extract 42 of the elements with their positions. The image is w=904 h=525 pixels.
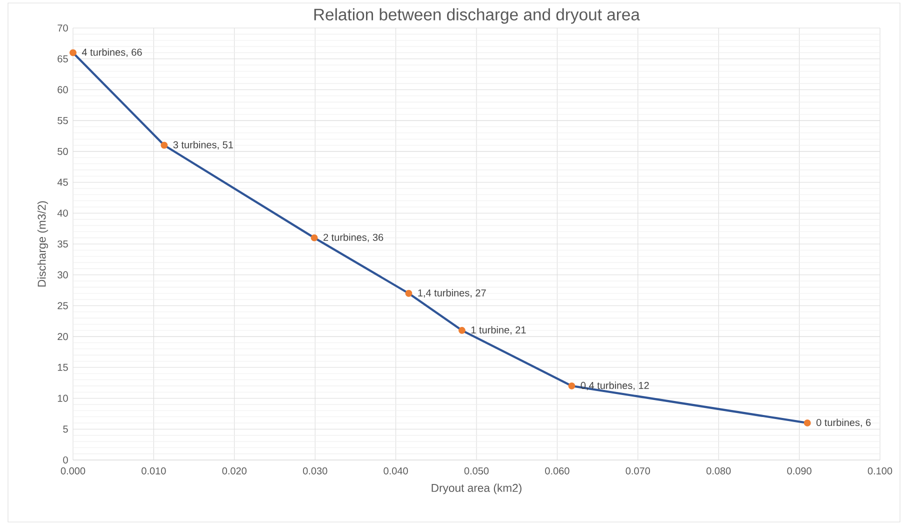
- point: [70, 49, 76, 56]
- data-label: 2 turbines, 36: [324, 234, 384, 242]
- y-tick-label: 55: [58, 117, 68, 124]
- data-label: 0 turbines, 6: [816, 418, 871, 428]
- y-tick-label: 70: [58, 24, 68, 32]
- y-tick-label: 65: [58, 55, 68, 62]
- chart-title: Relation between discharge and dryout area: [314, 8, 640, 24]
- x-tick-label: 0.040: [384, 467, 408, 474]
- data-label: 3 turbines, 51: [173, 141, 234, 150]
- x-tick-label: 0.060: [545, 467, 570, 474]
- y-axis-title: Discharge (m3/2): [37, 201, 48, 287]
- point: [160, 142, 168, 149]
- y-tick-label: 20: [58, 333, 68, 340]
- point: [804, 419, 811, 426]
- x-tick-label: 0.010: [142, 467, 166, 474]
- y-tick-label: 25: [58, 302, 68, 310]
- x-tick-label: 0.090: [787, 467, 812, 474]
- y-tick-label: 0: [63, 456, 68, 464]
- y-tick-label: 5: [63, 426, 68, 433]
- point: [458, 326, 466, 334]
- y-tick-label: 40: [57, 210, 68, 217]
- x-tick-label: 0.030: [302, 467, 328, 474]
- x-tick-label: 0.100: [868, 467, 892, 474]
- x-tick-label: 0.020: [222, 467, 247, 474]
- data-label: 4 turbines, 66: [82, 48, 142, 57]
- y-tick-label: 15: [58, 364, 68, 371]
- y-tick-label: 50: [58, 148, 68, 155]
- y-tick-label: 35: [58, 240, 68, 248]
- x-tick-label: 0.000: [60, 467, 86, 474]
- x-tick-label: 0.050: [464, 467, 489, 474]
- x-tick-label: 0.070: [626, 467, 650, 474]
- data-label: 1,4 turbines, 27: [418, 289, 486, 298]
- x-tick-label: 0.080: [706, 467, 731, 474]
- point: [405, 290, 412, 297]
- y-tick-label: 10: [58, 394, 68, 402]
- y-tick-label: 30: [58, 271, 68, 278]
- y-tick-label: 60: [58, 86, 68, 94]
- point: [568, 382, 576, 390]
- data-label: 1 turbine, 21: [471, 326, 526, 335]
- point: [310, 234, 318, 242]
- x-axis-title: Dryout area (km2): [432, 484, 522, 494]
- y-tick-label: 45: [57, 178, 68, 186]
